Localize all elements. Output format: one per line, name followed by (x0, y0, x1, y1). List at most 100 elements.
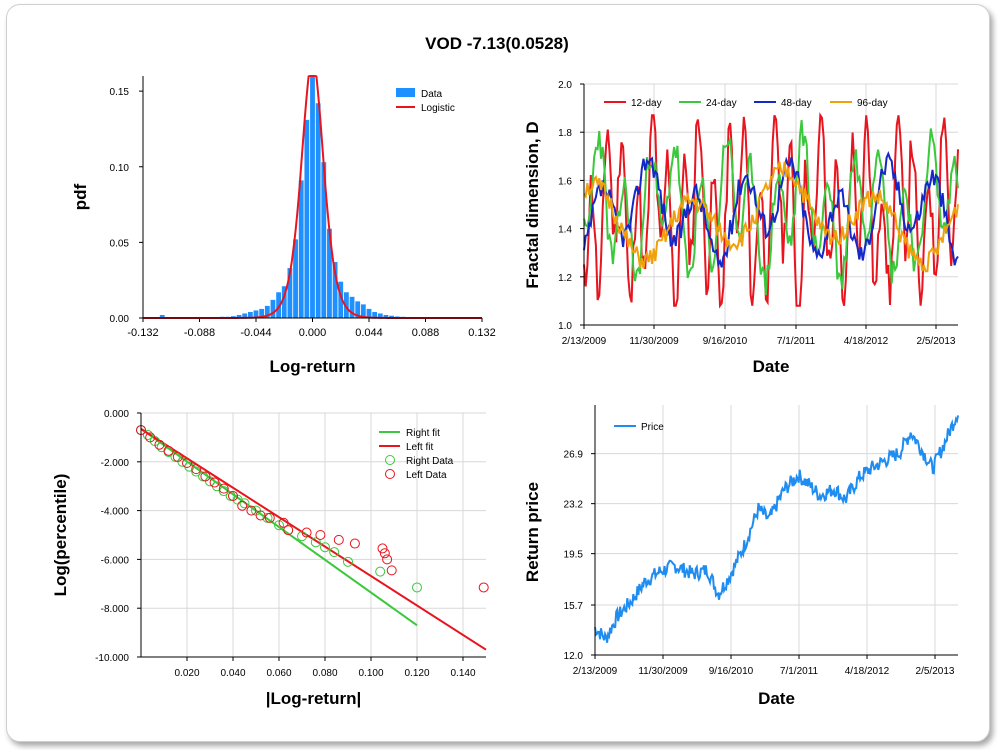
price-panel: 2/13/2009 11/30/2009 9/16/2010 7/1/2011 4/18… (523, 405, 959, 708)
right-data-point (274, 520, 284, 531)
left-data-point (377, 543, 388, 554)
right-data-point (142, 429, 153, 440)
y-axis-label: Return price (523, 482, 542, 582)
left-data-point (200, 471, 211, 482)
right-data-point (239, 498, 250, 509)
y-tick-label: 1.8 (558, 128, 572, 139)
histogram-bar (242, 313, 248, 318)
histogram-bar (293, 239, 298, 318)
x-axis-label: Date (753, 357, 790, 376)
histogram-bar (304, 119, 310, 318)
x-tick-label: -0.044 (240, 327, 271, 339)
legend-label-12-day: 12-day (631, 98, 662, 109)
x-tick-label: 4/18/2012 (845, 666, 890, 677)
left-data-point (228, 490, 238, 501)
histogram-bar (332, 262, 338, 318)
legend-label-left-fit: Left fit (406, 442, 433, 453)
histogram-bar (281, 286, 287, 318)
right-data-point (329, 547, 340, 558)
legend-swatch-right-data (385, 455, 395, 465)
legend-label-48-day: 48-day (781, 98, 812, 109)
x-tick-label: 2/5/2013 (917, 336, 956, 347)
x-tick-label: 11/30/2009 (638, 666, 688, 677)
histogram-bar (310, 76, 315, 318)
histogram-panel: -0.132 -0.088 -0.044 0.000 0.044 0.088 0.132 0.… (71, 75, 496, 376)
histogram-bar (276, 292, 282, 318)
histogram-bar (355, 301, 361, 318)
left-data-point (478, 582, 489, 593)
y-tick-label: 1.2 (558, 273, 572, 284)
right-data-point (343, 556, 353, 567)
x-tick-label: 7/1/2011 (780, 666, 819, 677)
left-data-point (283, 525, 294, 536)
histogram-bar (327, 228, 332, 318)
legend-label-data: Data (421, 89, 443, 100)
x-tick-label: 7/1/2011 (777, 336, 816, 347)
histogram-bar (264, 305, 270, 318)
y-tick-label: 0.00 (110, 314, 130, 325)
x-tick-label: 4/18/2012 (844, 336, 889, 347)
left-data-point (246, 505, 257, 516)
histogram-bar (338, 281, 344, 318)
left-data-point (278, 517, 289, 528)
y-tick-label: 1.0 (558, 321, 572, 332)
histogram-bar (343, 292, 349, 318)
left-data-point (154, 439, 165, 450)
x-tick-label: 0.000 (299, 327, 327, 339)
x-axis-label: |Log-return| (266, 689, 361, 708)
tail-fit-panel: 0.020 0.040 0.060 0.080 0.100 0.120 0.140 0.000… (51, 409, 489, 708)
histogram-bar (389, 315, 395, 318)
x-tick-label: 0.080 (312, 668, 337, 679)
y-tick-label: -6.000 (101, 555, 130, 566)
x-tick-label: 0.060 (266, 668, 291, 679)
y-tick-label: -8.000 (101, 604, 130, 615)
left-data-point (172, 451, 183, 462)
price-line (594, 415, 959, 643)
y-tick-label: 26.9 (564, 450, 584, 461)
left-data-point (386, 565, 397, 576)
left-data-point (182, 458, 192, 469)
y-axis-label: pdf (71, 183, 90, 210)
right-data-point (375, 566, 386, 577)
y-tick-label: 1.4 (558, 225, 572, 236)
x-tick-label: 0.140 (450, 668, 475, 679)
left-fit-line (140, 428, 487, 651)
left-data-point (301, 527, 312, 538)
x-tick-label: 0.100 (358, 668, 383, 679)
right-data-point (198, 471, 209, 482)
left-data-point (349, 538, 360, 549)
y-tick-label: -10.000 (95, 653, 129, 664)
left-data-point (145, 432, 156, 443)
x-tick-label: 9/16/2010 (709, 666, 754, 677)
left-data-point (315, 530, 326, 540)
fractal-dimension-panel: 2/13/2009 11/30/2009 9/16/2010 7/1/2011 4/18… (523, 80, 959, 376)
histogram-bar (349, 296, 355, 318)
x-tick-label: 0.088 (412, 327, 440, 339)
left-data-point (255, 510, 266, 521)
histogram-bar (372, 311, 378, 318)
histogram-bar (270, 299, 276, 318)
legend-label-right-fit: Right fit (406, 428, 440, 439)
x-tick-label: -0.088 (184, 327, 215, 339)
right-data-point (310, 537, 321, 548)
x-tick-label: 2/5/2013 (916, 666, 955, 677)
left-data-point (163, 445, 174, 456)
histogram-bar (236, 314, 242, 318)
y-axis-label: Log(percentile) (51, 474, 70, 597)
series-line-48-day (583, 150, 959, 269)
series-line-12-day (583, 112, 959, 309)
y-tick-label: 12.0 (564, 651, 584, 662)
y-tick-label: 0.15 (110, 87, 130, 98)
y-axis-label: Fractal dimension, D (523, 121, 542, 288)
y-tick-label: 0.000 (104, 409, 129, 420)
left-data-point (237, 500, 248, 511)
series-line-96-day (583, 161, 959, 273)
y-tick-label: 2.0 (558, 80, 572, 91)
x-tick-label: 2/13/2009 (562, 336, 607, 347)
x-tick-label: 0.132 (468, 327, 496, 339)
left-data-point (218, 483, 229, 494)
x-tick-label: 0.040 (220, 668, 245, 679)
legend-label-24-day: 24-day (706, 98, 737, 109)
x-tick-label: 9/16/2010 (703, 336, 748, 347)
